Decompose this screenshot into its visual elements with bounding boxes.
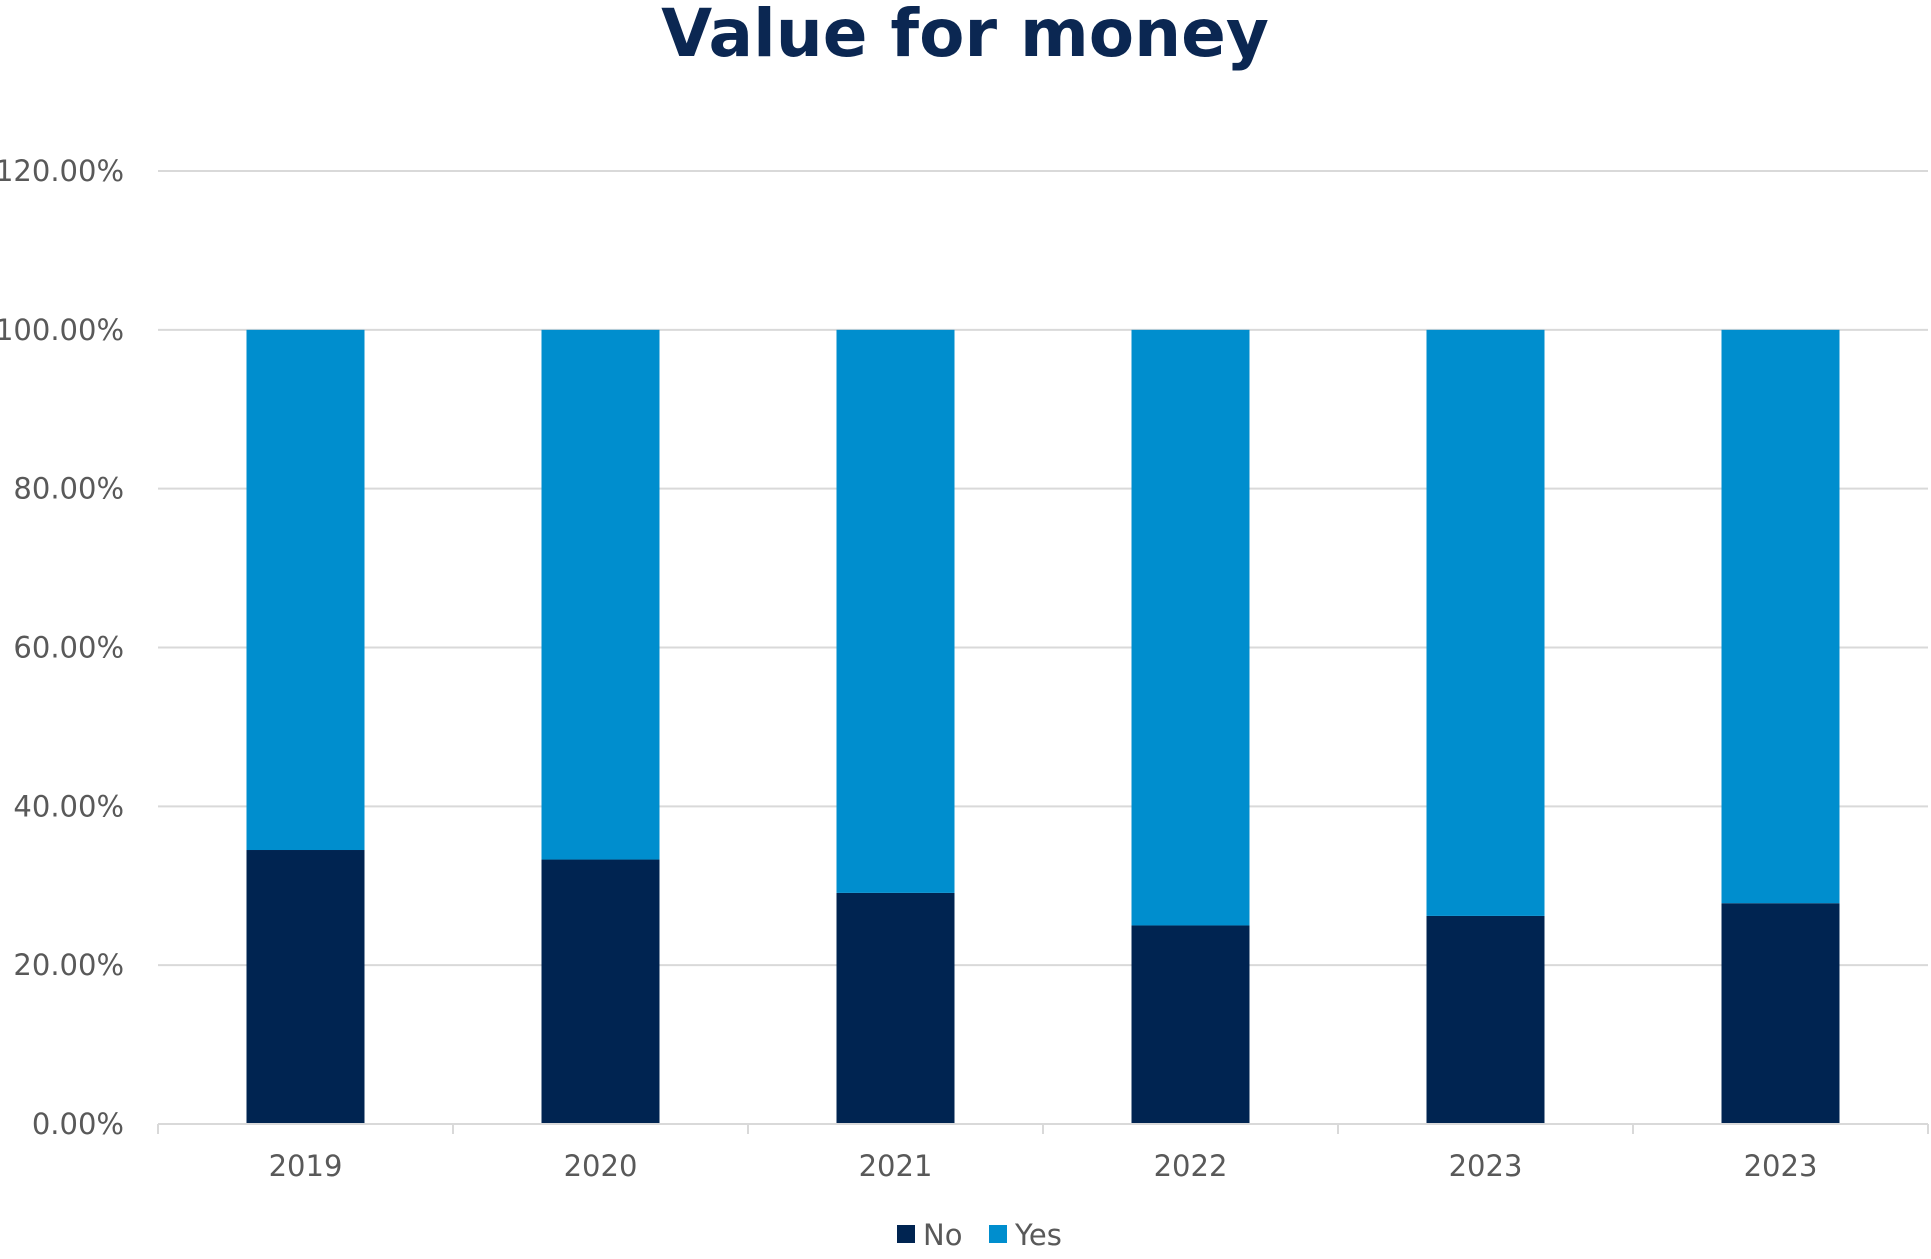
bars [246, 329, 1840, 1124]
legend-label-no: No [923, 1218, 962, 1252]
y-tick-label: 0.00% [32, 1107, 124, 1141]
y-tick-label: 100.00% [0, 313, 124, 347]
bar-no-2020 [541, 859, 660, 1124]
x-tick-label: 2023 [1744, 1149, 1818, 1183]
y-tick-label: 40.00% [13, 789, 124, 823]
bar-yes-2022 [1131, 329, 1250, 926]
bar-no-2021 [836, 892, 955, 1124]
legend-label-yes: Yes [1014, 1218, 1062, 1252]
bar-no-2019 [246, 850, 365, 1124]
x-tick-label: 2022 [1154, 1149, 1228, 1183]
chart-title: Value for money [661, 0, 1269, 72]
bar-no-2023 [1721, 903, 1840, 1124]
x-tick-label: 2019 [269, 1149, 343, 1183]
legend-swatch-yes [989, 1225, 1007, 1243]
y-tick-label: 60.00% [13, 631, 124, 665]
bar-yes-2023 [1426, 329, 1545, 916]
bar-yes-2023 [1721, 329, 1840, 904]
y-tick-label: 120.00% [0, 154, 124, 188]
bar-no-2023 [1426, 915, 1545, 1124]
bar-yes-2021 [836, 329, 955, 893]
bar-no-2022 [1131, 925, 1250, 1124]
bar-yes-2020 [541, 329, 660, 860]
x-tick-label: 2020 [564, 1149, 638, 1183]
y-tick-label: 80.00% [13, 472, 124, 506]
legend-swatch-no [897, 1225, 915, 1243]
gridlines [158, 170, 1928, 967]
x-tick-label: 2021 [859, 1149, 933, 1183]
axes: 0.00% 20.00% 40.00% 60.00% 80.00% 100.00% 120.… [0, 154, 1929, 1183]
y-tick-label: 20.00% [13, 948, 124, 982]
x-tick-label: 2023 [1449, 1149, 1523, 1183]
legend: No Yes [897, 1218, 1062, 1252]
bar-yes-2019 [246, 329, 365, 851]
